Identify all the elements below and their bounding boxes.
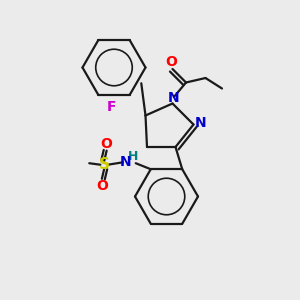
Text: N: N: [195, 116, 207, 130]
Text: O: O: [96, 179, 108, 193]
Text: N: N: [120, 155, 132, 169]
Text: S: S: [99, 157, 110, 172]
Text: N: N: [168, 91, 180, 105]
Text: F: F: [107, 100, 116, 114]
Text: O: O: [101, 137, 112, 151]
Text: H: H: [128, 150, 138, 163]
Text: O: O: [165, 56, 177, 69]
